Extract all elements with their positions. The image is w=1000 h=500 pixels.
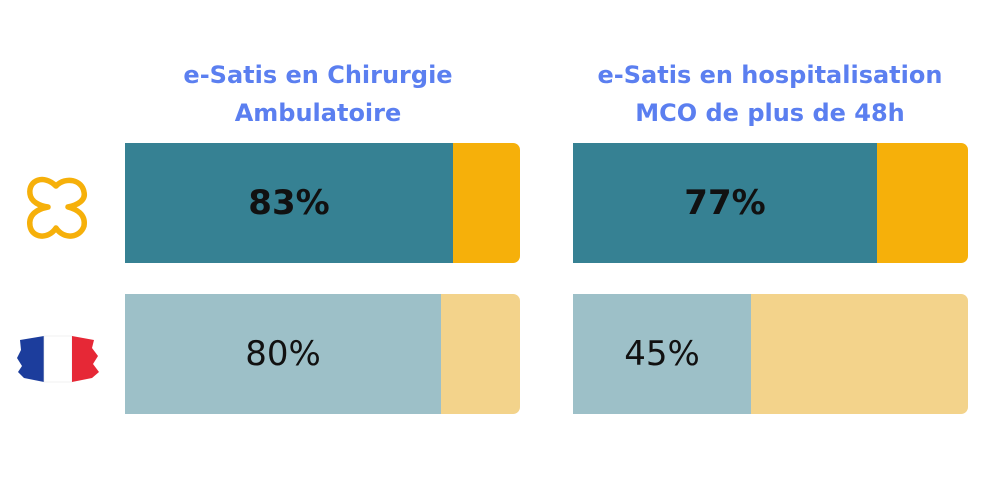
- column-title-hospitalisation: e-Satis en hospitalisation MCO de plus d…: [560, 56, 980, 132]
- bar-remainder-segment: [877, 143, 968, 263]
- column-title-line-1: e-Satis en Chirurgie: [183, 61, 453, 89]
- bar-ambulatoire-france: 80%: [125, 294, 520, 414]
- bar-value-label: 77%: [684, 183, 766, 223]
- bar-remainder-segment: [441, 294, 520, 414]
- bar-remainder-segment: [751, 294, 968, 414]
- column-title-line-2: Ambulatoire: [234, 99, 402, 127]
- bar-remainder-segment: [453, 143, 520, 263]
- bar-value-segment: [125, 294, 441, 414]
- column-title-line-2: MCO de plus de 48h: [635, 99, 905, 127]
- bar-value-segment: [573, 294, 751, 414]
- column-title-line-1: e-Satis en hospitalisation: [597, 61, 943, 89]
- bar-ambulatoire-hospital: 83%: [125, 143, 520, 263]
- column-title-ambulatoire: e-Satis en Chirurgie Ambulatoire: [108, 56, 528, 132]
- bar-value-segment: [573, 143, 877, 263]
- bar-value-label: 83%: [248, 183, 330, 223]
- france-flag-icon: [17, 335, 99, 383]
- hospital-logo-icon: [27, 176, 88, 239]
- bar-hospitalisation-hospital: 77%: [573, 143, 968, 263]
- bar-value-segment: [125, 143, 453, 263]
- bar-value-label: 80%: [245, 334, 321, 374]
- bar-hospitalisation-france: 45%: [573, 294, 968, 414]
- bar-value-label: 45%: [624, 334, 700, 374]
